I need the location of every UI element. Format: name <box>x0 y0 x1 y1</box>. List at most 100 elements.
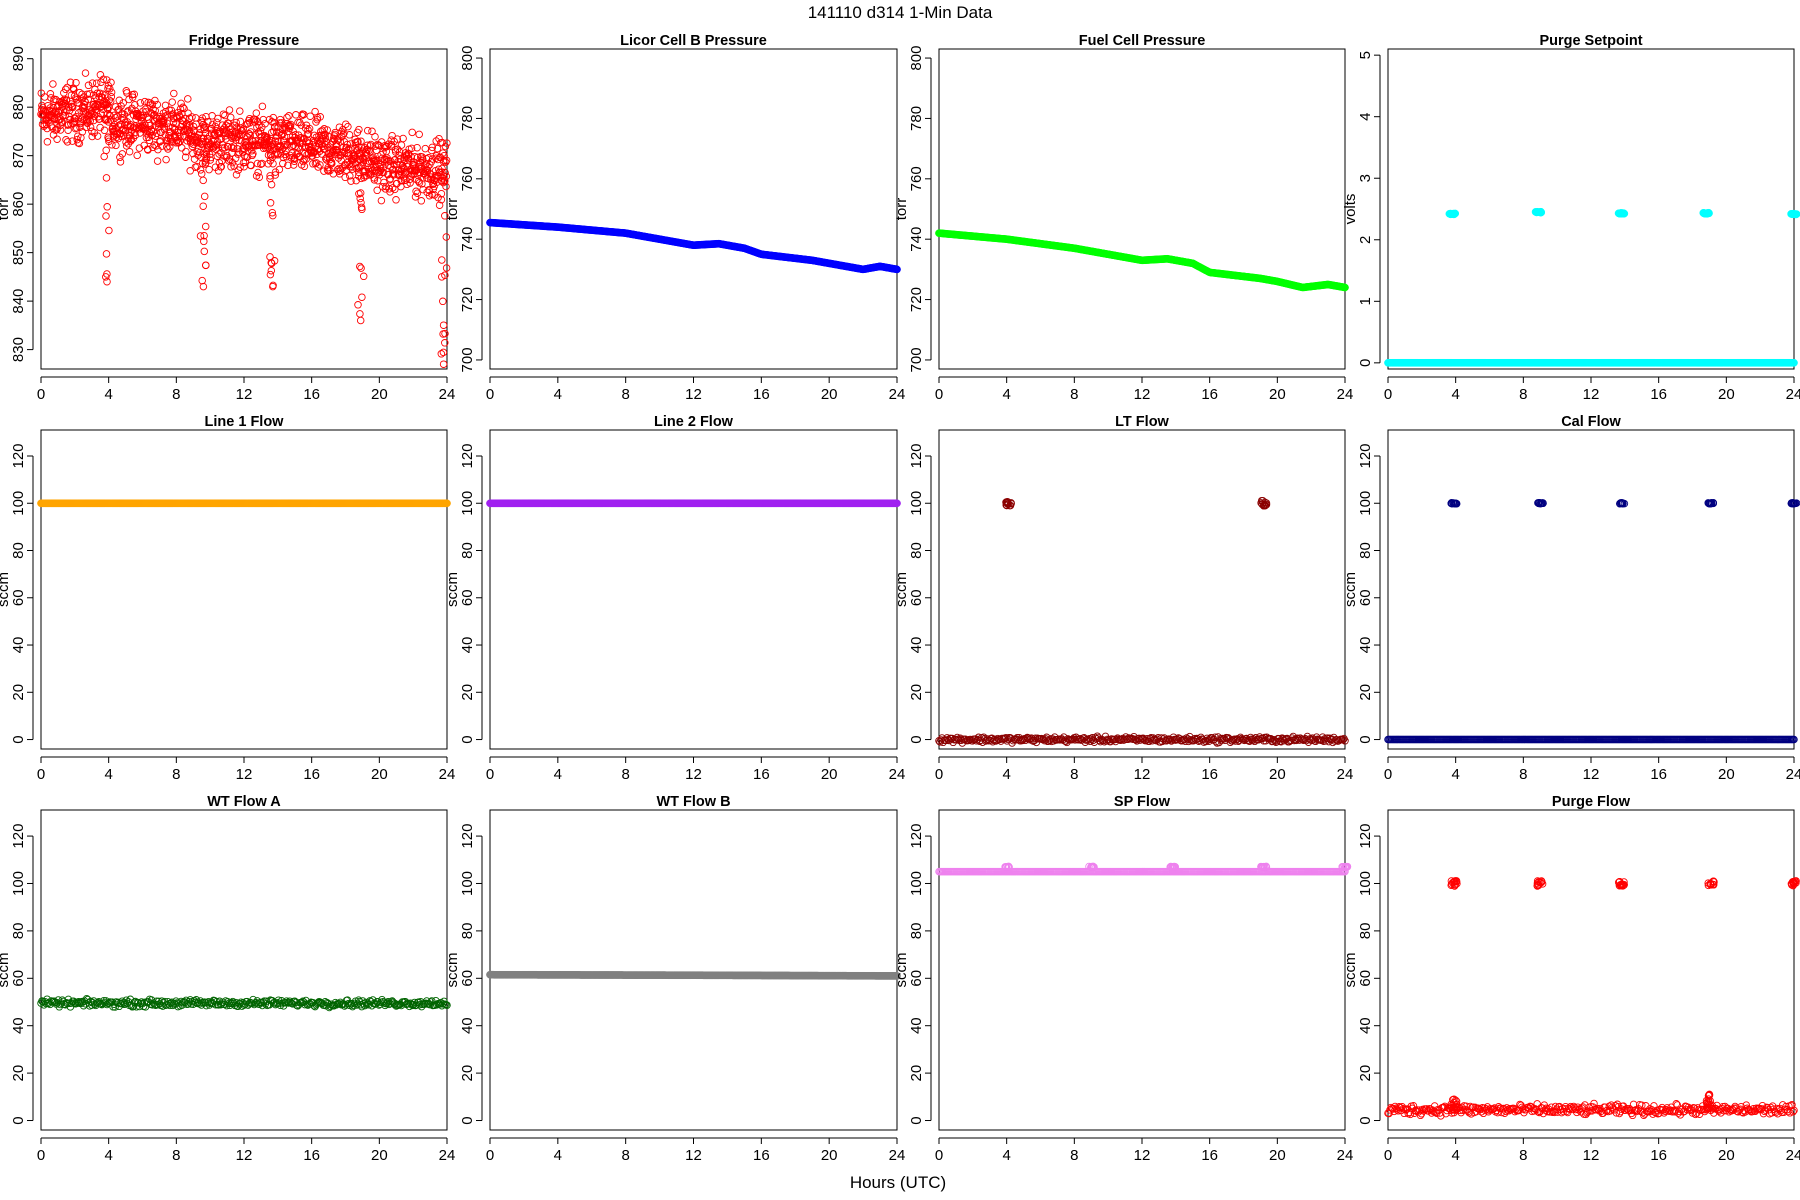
data-point <box>395 151 403 160</box>
data-point <box>119 99 127 107</box>
x-tick-label: 4 <box>104 1147 112 1164</box>
data-point <box>385 176 394 184</box>
data-point <box>43 115 51 123</box>
data-point <box>412 187 420 196</box>
data-point <box>72 124 81 132</box>
data-point <box>430 191 439 199</box>
data-point <box>356 316 365 325</box>
data-point <box>180 104 188 113</box>
data-point <box>357 198 365 207</box>
data-point <box>92 93 100 102</box>
y-tick-label: 740 <box>459 227 476 252</box>
data-point <box>357 264 365 272</box>
data-point <box>116 158 125 166</box>
data-point <box>412 166 421 174</box>
y-axis-label: torr <box>0 198 12 221</box>
data-point <box>205 165 213 174</box>
data-point <box>427 175 435 184</box>
data-point <box>367 157 376 166</box>
data-point <box>346 144 355 153</box>
data-point <box>139 107 147 115</box>
x-tick-label: 4 <box>1451 386 1459 403</box>
data-point <box>127 135 136 144</box>
x-tick-label: 20 <box>1269 766 1286 783</box>
x-tick-label: 0 <box>1384 766 1392 783</box>
data-point <box>43 138 52 146</box>
y-tick-label: 40 <box>10 637 27 654</box>
data-point <box>441 142 450 151</box>
data-point <box>56 126 65 134</box>
data-point <box>179 103 187 112</box>
data-point <box>412 167 420 175</box>
x-tick-label: 0 <box>935 766 943 783</box>
data-point <box>1616 209 1625 218</box>
y-tick-label: 850 <box>10 240 27 265</box>
y-tick-label: 740 <box>908 227 925 252</box>
data-point <box>68 137 77 145</box>
data-point <box>240 162 248 171</box>
data-point <box>438 256 446 264</box>
data-point <box>100 126 109 135</box>
panel-title: Line 2 Flow <box>654 414 734 430</box>
x-tick-label: 12 <box>236 766 253 783</box>
x-tick-label: 12 <box>685 386 702 403</box>
data-point <box>354 164 363 172</box>
data-point <box>162 155 170 164</box>
data-point <box>249 149 257 158</box>
data-point <box>85 115 93 124</box>
data-point <box>196 232 205 240</box>
data-point <box>440 156 448 165</box>
x-tick-label: 8 <box>1519 766 1527 783</box>
y-tick-label: 120 <box>1357 443 1374 468</box>
y-tick-label: 60 <box>10 970 27 987</box>
data-point <box>152 142 160 150</box>
data-point <box>356 262 364 271</box>
y-tick-label: 780 <box>908 106 925 131</box>
data-point <box>318 126 327 135</box>
data-point <box>370 176 379 184</box>
data-point <box>107 78 115 87</box>
data-point <box>441 212 449 220</box>
data-point <box>102 146 110 155</box>
y-axis-label: torr <box>444 198 461 221</box>
data-point <box>161 101 170 110</box>
data-point <box>239 125 247 133</box>
data-point <box>417 197 426 205</box>
data-point <box>104 105 112 113</box>
data-point <box>335 164 343 173</box>
x-tick-label: 8 <box>172 766 180 783</box>
data-point <box>363 126 372 135</box>
data-point <box>435 201 444 209</box>
data-point <box>167 106 176 115</box>
data-point <box>141 97 149 106</box>
data-point <box>893 265 901 274</box>
data-point <box>410 162 418 170</box>
y-tick-label: 760 <box>908 166 925 191</box>
data-point <box>73 135 81 144</box>
data-point <box>426 170 435 178</box>
data-point <box>103 76 111 84</box>
data-point <box>46 90 55 98</box>
data-point <box>68 103 77 112</box>
panel-title: LT Flow <box>1115 414 1169 430</box>
y-tick-label: 40 <box>1357 637 1374 654</box>
data-point <box>258 102 267 111</box>
x-tick-label: 12 <box>236 386 253 403</box>
data-point <box>284 161 292 170</box>
y-tick-label: 60 <box>908 589 925 606</box>
data-point <box>71 124 80 133</box>
data-points <box>1384 499 1800 744</box>
data-point <box>148 131 156 140</box>
data-point <box>182 147 190 156</box>
x-tick-label: 0 <box>37 1147 45 1164</box>
data-point <box>357 203 366 212</box>
data-point <box>279 159 287 168</box>
data-point <box>371 142 380 150</box>
data-point <box>123 89 131 97</box>
x-tick-label: 12 <box>236 1147 253 1164</box>
data-point <box>421 144 430 153</box>
x-tick-label: 8 <box>172 386 180 403</box>
y-tick-label: 800 <box>908 46 925 71</box>
data-point <box>311 107 319 116</box>
data-point <box>385 185 394 193</box>
